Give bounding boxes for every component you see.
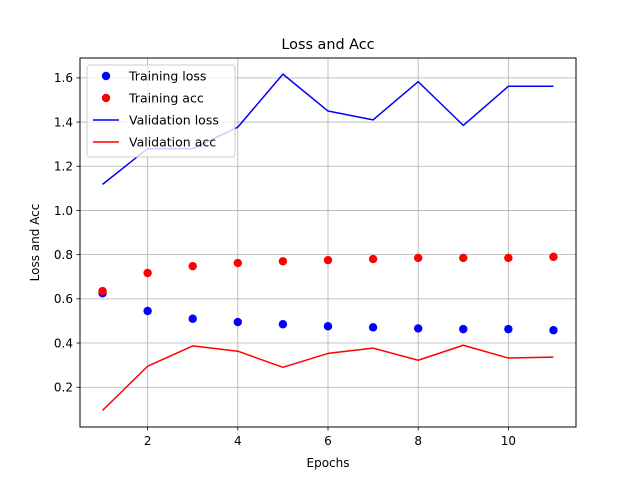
y-tick-label: 0.2 [54,381,73,395]
training-acc-point [459,253,468,263]
legend-item-training-acc: Training acc [101,91,204,106]
training-loss-point [549,326,558,335]
legend-label: Validation acc [129,135,216,150]
training-acc-point [188,261,197,271]
x-tick-label: 10 [501,434,516,448]
x-tick-label: 8 [414,434,422,448]
training-acc-point [413,253,423,263]
training-acc-point [98,286,107,296]
training-loss-point [459,324,468,334]
chart-title: Loss and Acc [281,37,374,53]
axis-ticks: 2 4 6 8 10 0.2 0.4 0.6 0.8 1.0 1.2 1.4 1.6 [54,71,516,448]
training-acc-point [233,258,243,268]
training-acc-point [368,254,378,264]
legend-box [86,64,236,158]
plot-area [98,73,558,411]
training-acc-point [549,252,558,262]
x-tick-label: 4 [234,434,242,448]
legend-item-training-loss: Training loss [101,69,206,84]
y-tick-label: 1.6 [54,71,73,85]
series-validation-acc [102,344,554,411]
x-axis-label: Epochs [307,456,350,470]
y-tick-label: 0.6 [54,292,73,306]
legend-marker-swatch [101,71,111,81]
y-tick-label: 1.2 [54,160,73,174]
legend: Training loss Training acc Validation loss… [86,64,236,158]
y-axis-label: Loss and Acc [28,204,42,282]
y-tick-label: 0.8 [54,248,73,262]
training-loss-point [368,323,378,332]
training-loss-point [143,306,152,316]
y-tick-label: 0.4 [54,336,73,350]
legend-label: Training acc [128,91,204,106]
training-loss-point [413,324,423,333]
training-loss-point [188,314,197,323]
grid [80,58,576,427]
legend-item-validation-acc: Validation acc [93,135,216,150]
legend-marker-swatch [101,93,111,103]
legend-label: Validation loss [129,113,219,128]
y-tick-label: 1.0 [54,204,73,218]
legend-item-validation-loss: Validation loss [93,113,219,128]
training-loss-point [323,322,333,331]
y-tick-label: 1.4 [54,115,73,129]
x-tick-label: 6 [324,434,332,448]
training-loss-point [278,320,288,329]
training-acc-point [323,255,333,265]
validation-acc-line [102,344,554,411]
training-acc-point [143,268,152,278]
legend-label: Training loss [128,69,206,84]
training-loss-point [504,324,513,334]
training-loss-point [233,317,243,327]
x-tick-label: 2 [144,434,152,448]
series-training-acc [98,252,558,296]
training-acc-point [278,257,288,266]
training-acc-point [504,253,513,263]
